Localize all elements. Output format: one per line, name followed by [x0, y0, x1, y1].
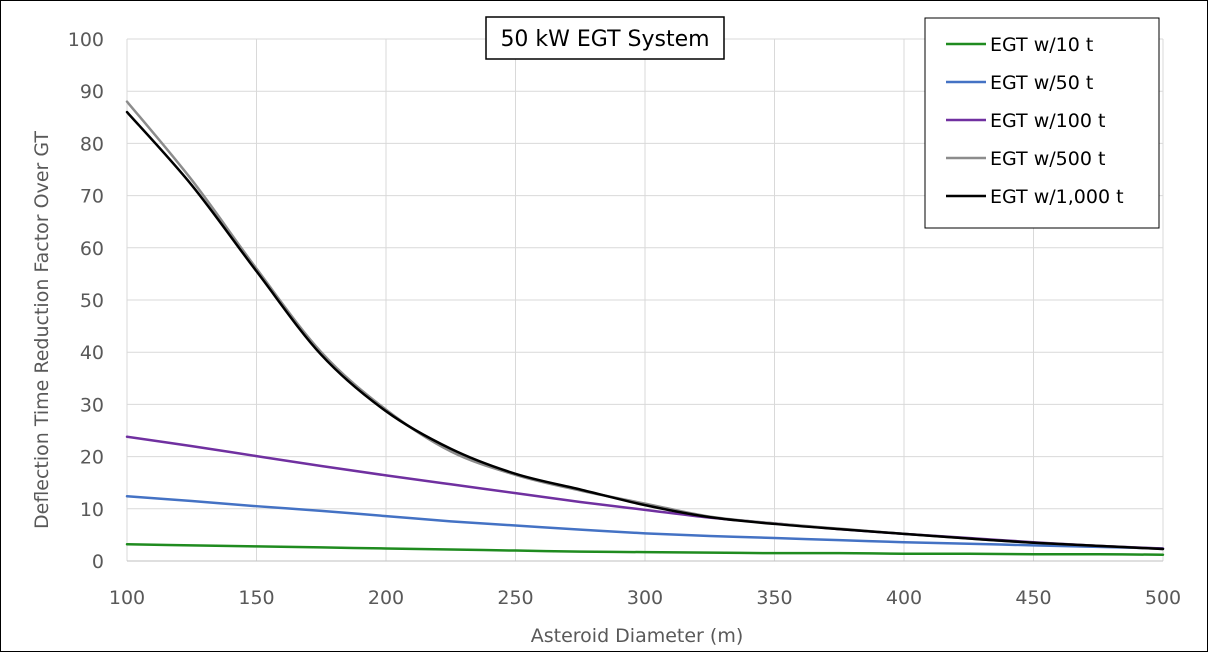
series-line-1	[125, 543, 1165, 556]
x-tick-label: 450	[1015, 587, 1051, 609]
x-tick-label: 250	[497, 587, 533, 609]
y-tick-label: 90	[80, 81, 104, 103]
x-tick-labels: 100 150 200 250 300 350 400 450 500	[109, 587, 1181, 609]
legend: EGT w/10 t EGT w/50 t EGT w/100 t EGT w/500…	[924, 17, 1160, 229]
legend-label: EGT w/10 t	[990, 34, 1093, 56]
y-tick-labels: 0 10 20 30 40 50 60 70 80 90 100	[68, 29, 104, 573]
x-tick-label: 500	[1145, 587, 1181, 609]
x-tick-label: 400	[886, 587, 922, 609]
y-tick-label: 70	[80, 186, 104, 208]
y-tick-label: 60	[80, 238, 104, 260]
y-axis-title: Deflection Time Reduction Factor Over GT	[31, 131, 53, 529]
series-lines	[125, 100, 1165, 556]
legend-label: EGT w/50 t	[990, 72, 1093, 94]
y-tick-label: 0	[92, 551, 104, 573]
legend-label: EGT w/1,000 t	[990, 186, 1124, 208]
y-tick-label: 50	[80, 290, 104, 312]
legend-label: EGT w/500 t	[990, 148, 1105, 170]
x-tick-label: 200	[368, 587, 404, 609]
y-tick-label: 80	[80, 133, 104, 155]
x-tick-label: 350	[756, 587, 792, 609]
x-tick-label: 300	[627, 587, 663, 609]
y-tick-label: 10	[80, 499, 104, 521]
x-axis-title: Asteroid Diameter (m)	[531, 625, 744, 647]
y-tick-label: 40	[80, 342, 104, 364]
chart-title-box: 50 kW EGT System	[485, 16, 725, 60]
y-tick-label: 20	[80, 447, 104, 469]
series-line-5	[125, 110, 1165, 551]
x-tick-label: 100	[109, 587, 145, 609]
chart-title: 50 kW EGT System	[500, 27, 709, 52]
series-line-2	[125, 495, 1165, 550]
x-tick-label: 150	[238, 587, 274, 609]
legend-label: EGT w/100 t	[990, 110, 1105, 132]
y-tick-label: 100	[68, 29, 104, 51]
y-tick-label: 30	[80, 394, 104, 416]
